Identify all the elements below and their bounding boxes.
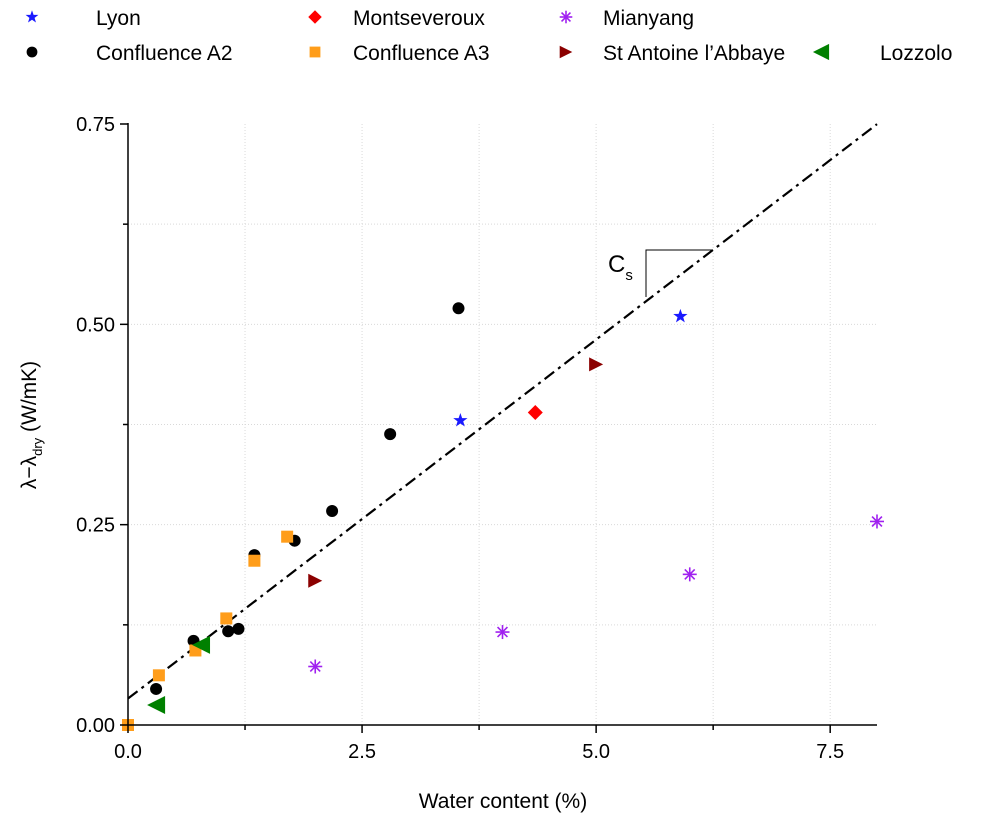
legend-label-lyon: Lyon	[96, 7, 141, 30]
grid	[128, 124, 877, 725]
y-axis-label-subscript: dry	[30, 437, 45, 456]
point-lyon	[673, 308, 688, 323]
x-tick-label: 2.5	[348, 741, 376, 763]
x-tick-label: 0.0	[114, 741, 142, 763]
legend-label-confluence-a2: Confluence A2	[96, 42, 233, 65]
asterisk-stroke	[684, 568, 696, 580]
y-axis-label-suffix: (W/mK)	[18, 361, 41, 438]
legend: Lyon Confluence A2 Montseveroux Confluence …	[25, 7, 952, 65]
point-mianyang	[495, 625, 510, 640]
ticks: 0.0 2.5 5.0 7.5 0.00 0.25 0.50 0.75	[76, 114, 844, 763]
point-mianyang	[308, 659, 323, 674]
slope-annotation-label: Cs	[608, 251, 633, 284]
legend-marker-st-antoine-l-abbaye	[559, 45, 573, 59]
point-confluence-a2	[452, 302, 465, 315]
point-confluence-a3	[220, 612, 233, 625]
point-montseveroux	[527, 404, 543, 420]
point-confluence-a2	[150, 682, 163, 695]
legend-marker-mianyang	[559, 10, 573, 24]
point-st-antoine-l-abbaye	[308, 573, 323, 588]
point-lozzolo	[192, 635, 211, 654]
point-lyon	[453, 412, 468, 427]
legend-marker-lozzolo	[812, 43, 830, 61]
point-mianyang	[682, 567, 697, 582]
x-axis-label: Water content (%)	[419, 790, 587, 813]
legend-label-confluence-a3: Confluence A3	[353, 42, 490, 65]
slope-triangle	[645, 249, 713, 297]
slope-annotation-subscript: s	[625, 267, 633, 284]
legend-marker-confluence-a2	[26, 46, 38, 58]
legend-label-montseveroux: Montseveroux	[353, 7, 485, 30]
y-axis-label-prefix: λ−λ	[18, 455, 41, 489]
data-points	[122, 302, 884, 731]
point-confluence-a3	[152, 669, 165, 682]
point-confluence-a2	[232, 622, 245, 635]
point-confluence-a2	[222, 625, 235, 638]
asterisk-stroke	[871, 515, 883, 527]
y-tick-label: 0.75	[76, 114, 115, 136]
point-lozzolo	[147, 695, 166, 714]
legend-label-st-antoine-l-abbaye: St Antoine l’Abbaye	[603, 42, 785, 65]
x-tick-label: 7.5	[816, 741, 844, 763]
fit-line	[127, 123, 878, 700]
y-tick-label: 0.00	[76, 715, 115, 737]
legend-marker-montseveroux	[308, 10, 322, 24]
slope-annotation: Cs	[608, 249, 713, 297]
point-mianyang	[870, 514, 884, 529]
point-st-antoine-l-abbaye	[589, 357, 604, 372]
asterisk-stroke	[496, 626, 509, 638]
y-tick-label: 0.25	[76, 515, 115, 537]
point-confluence-a3	[281, 530, 294, 543]
fit-line-group	[127, 123, 878, 700]
y-tick-label: 0.50	[76, 314, 115, 336]
legend-label-mianyang: Mianyang	[603, 7, 694, 30]
legend-label-lozzolo: Lozzolo	[880, 42, 952, 65]
legend-marker-lyon	[25, 10, 39, 23]
y-axis-label: λ−λdry (W/mK)	[18, 361, 45, 489]
legend-marker-confluence-a3	[309, 46, 321, 58]
point-confluence-a3	[248, 554, 261, 567]
x-tick-label: 5.0	[582, 741, 610, 763]
slope-annotation-main: C	[608, 251, 625, 278]
point-confluence-a2	[384, 428, 397, 441]
point-confluence-a2	[326, 505, 339, 518]
asterisk-stroke	[309, 660, 321, 673]
asterisk-stroke	[560, 11, 572, 23]
